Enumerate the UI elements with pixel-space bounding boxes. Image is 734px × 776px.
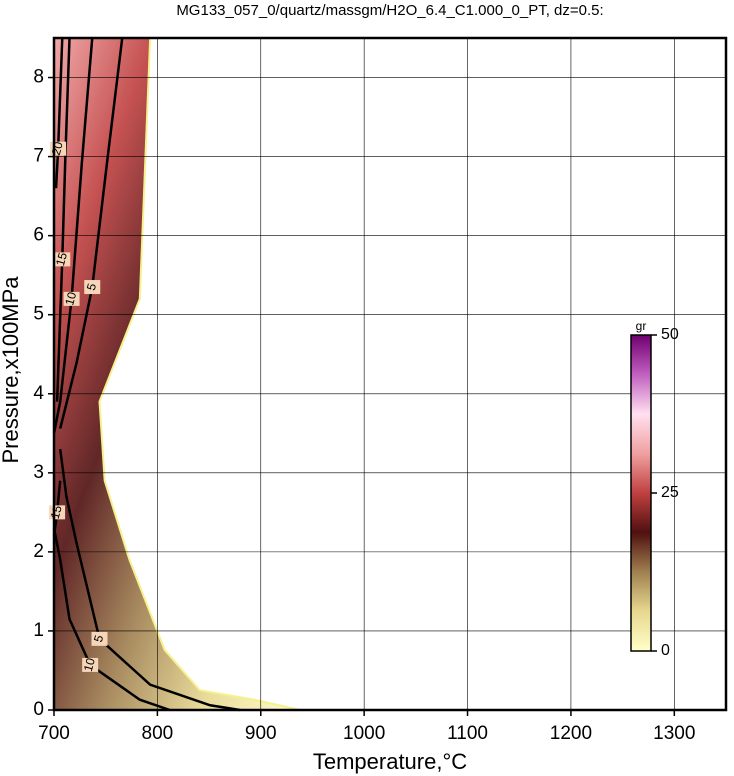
x-tick-label: 1300 [653, 723, 695, 744]
y-tick-label: 2 [33, 541, 44, 562]
y-tick-label: 4 [33, 383, 44, 404]
field-area [53, 37, 301, 711]
y-tick-label: 0 [33, 699, 44, 720]
y-tick-label: 8 [33, 67, 44, 88]
contour-label: 10 [62, 290, 79, 307]
contour-line [54, 37, 64, 189]
x-axis-label: Temperature,°C [313, 749, 467, 774]
x-tick-label: 700 [38, 723, 70, 744]
y-tick-label: 1 [33, 620, 44, 641]
y-tick-label: 6 [33, 225, 44, 246]
x-tick-label: 800 [142, 723, 174, 744]
contour-label-bg [63, 291, 80, 306]
contour-label-bg [84, 280, 101, 295]
contour-label-bg [82, 657, 99, 672]
plot-frame [52, 36, 728, 712]
colorbar-tick-label: 0 [661, 642, 670, 659]
contour-label: 10 [81, 656, 98, 673]
colorbar-tick-label: 50 [661, 326, 679, 343]
y-tick-label: 3 [33, 462, 44, 483]
x-tick-label: 900 [245, 723, 277, 744]
x-tick-label: 1100 [447, 723, 488, 744]
x-tick-label: 1000 [343, 723, 385, 744]
y-tick-label: 7 [33, 146, 44, 167]
colorbar-label: gr [636, 319, 647, 333]
colorbar-tick-label: 25 [661, 484, 679, 501]
x-tick-label: 1200 [550, 723, 592, 744]
contour-label-bg [91, 631, 108, 646]
contour-label: 5 [84, 281, 99, 291]
y-axis-label: Pressure,x100MPa [0, 276, 23, 464]
contour-label: 5 [91, 633, 106, 643]
contour-label: 15 [53, 251, 70, 268]
colorbar [630, 334, 652, 652]
contour-label: 15 [48, 504, 65, 521]
chart-title: MG133_057_0/quartz/massgm/H2O_6.4_C1.000… [176, 2, 603, 19]
y-tick-label: 5 [33, 304, 44, 325]
contour-label-bg [54, 252, 71, 267]
